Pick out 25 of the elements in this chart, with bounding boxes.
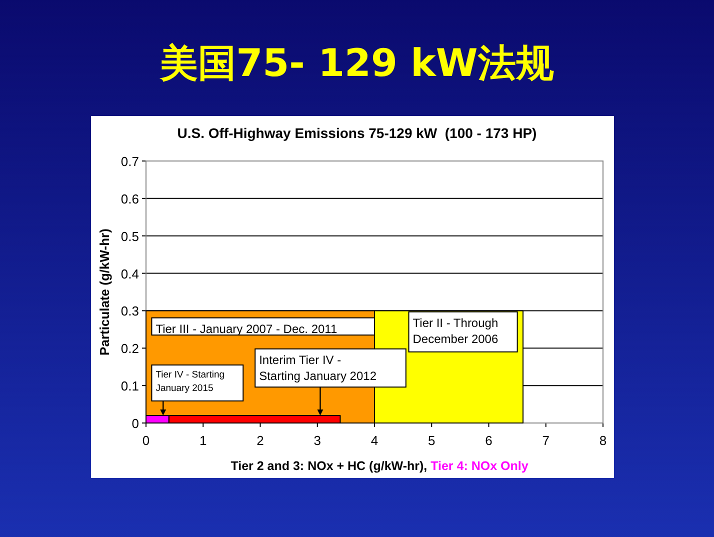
y-tick-label: 0.2 — [120, 341, 139, 356]
y-tick-label: 0.1 — [120, 378, 139, 394]
x-tick-label: 0 — [142, 433, 150, 448]
x-tick-label: 5 — [428, 433, 436, 448]
x-tick-label: 4 — [370, 433, 378, 448]
y-tick-label: 0.7 — [120, 154, 139, 169]
y-tick-label: 0.6 — [120, 191, 139, 206]
y-tick-label: 0.4 — [120, 266, 139, 282]
x-tick-label: 6 — [485, 433, 492, 448]
x-tick-label: 8 — [599, 433, 607, 448]
y-tick-label: 0 — [132, 416, 139, 431]
chart-subtitle: U.S. Off-Highway Emissions 75-129 kW (100 - 173 HP) — [177, 125, 537, 141]
x-tick-label: 7 — [542, 433, 550, 448]
x-tick-label: 1 — [200, 433, 207, 448]
y-axis-title: Particulate (g/kW-hr) — [97, 228, 112, 356]
x-tick-label: 3 — [314, 433, 321, 448]
chart-title: 美国75- 129 kW法规 — [159, 41, 554, 85]
series-label: Tier III - January 2007 - Dec. 2011 — [156, 322, 338, 336]
x-axis-title: Tier 2 and 3: NOx + HC (g/kW-hr), Tier 4: NOx Only — [230, 459, 528, 473]
x-tick-label: 2 — [256, 433, 264, 448]
text: Interim Tier IV - Starting January 2012 — [259, 352, 377, 383]
text: Tier IV - Starting January 2015 — [156, 369, 225, 394]
y-tick-label: 0.3 — [120, 304, 139, 319]
series-label: Tier II - Through December 2006 — [412, 316, 498, 346]
y-tick-label: 0.5 — [120, 228, 139, 244]
